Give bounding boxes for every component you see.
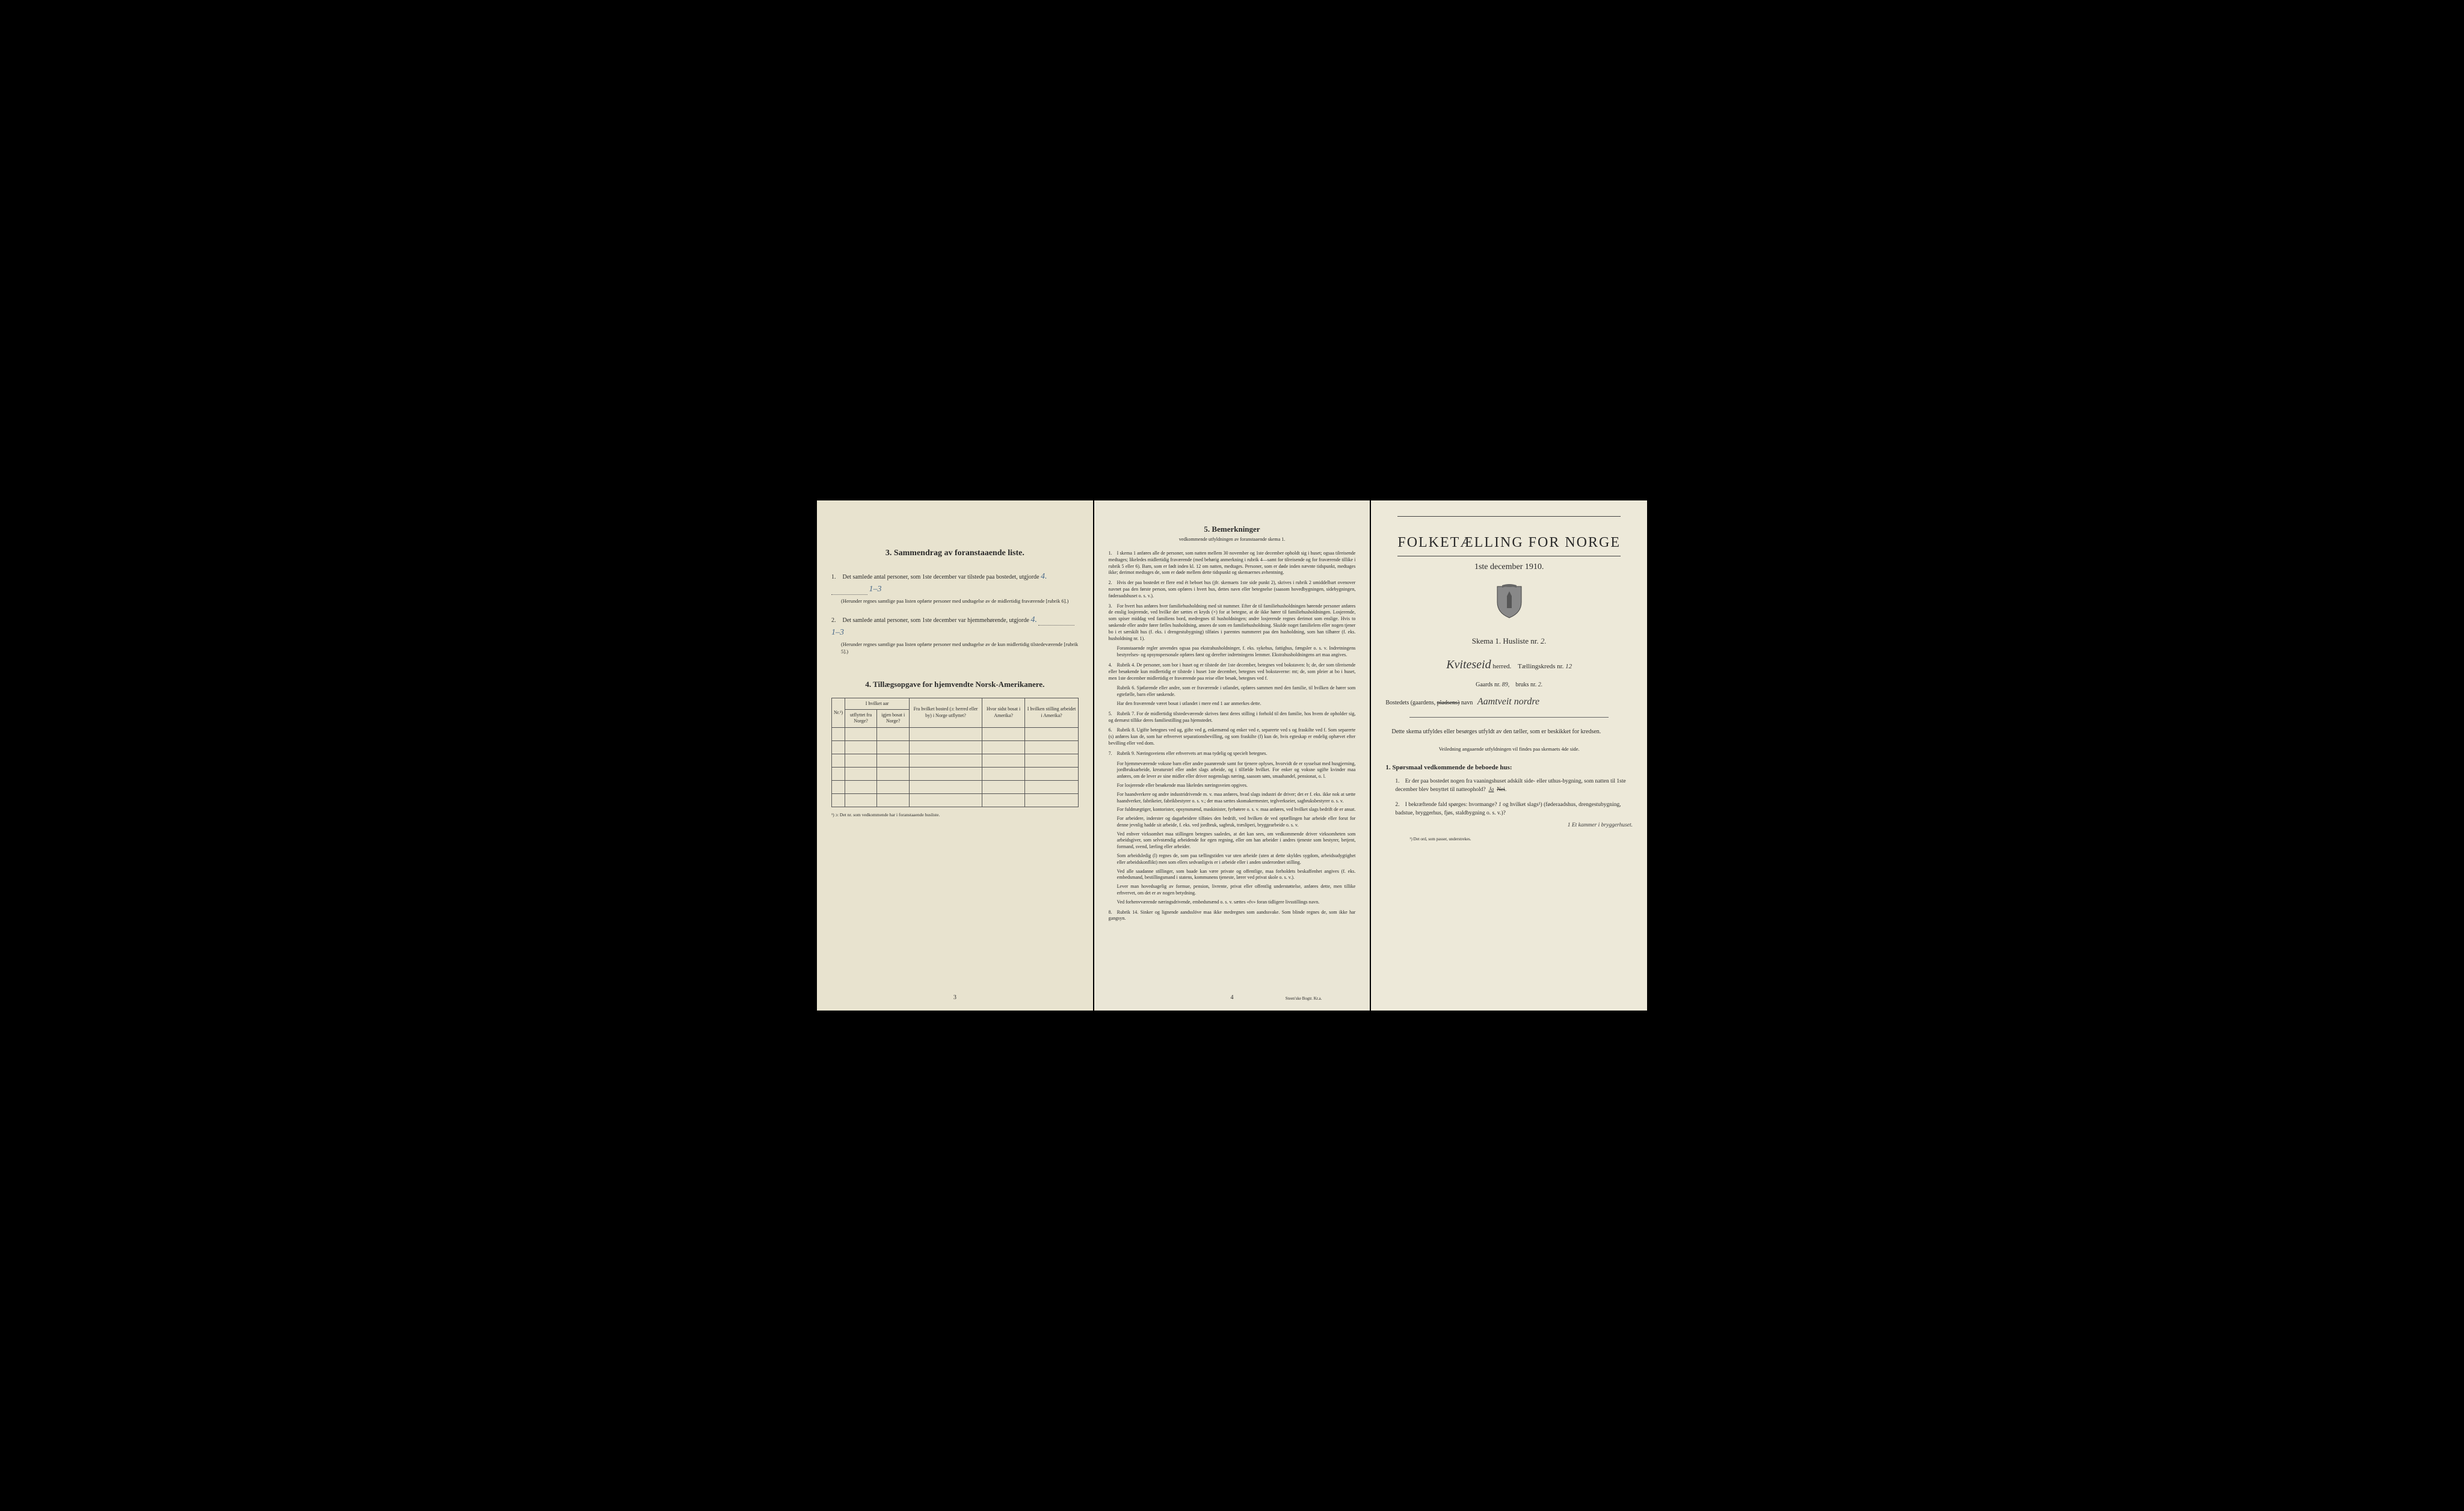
norwegian-american-table: Nr.¹) I hvilket aar Fra hvilket bosted (…	[831, 698, 1079, 807]
husliste-nr: 2.	[1541, 636, 1547, 645]
herred-name: Kviteseid	[1446, 658, 1491, 671]
col-nr: Nr.¹)	[832, 698, 845, 727]
bemerk-7e: For arbeidere, inderster og dagarbeidere…	[1117, 816, 1356, 829]
page-3: 3. Sammendrag av foranstaaende liste. 1.…	[817, 500, 1093, 1011]
section-4-title: 4. Tillægsopgave for hjemvendte Norsk-Am…	[831, 680, 1079, 689]
q1-nei-struck: Nei	[1497, 787, 1505, 793]
col-from: Fra hvilket bosted (ɔ: herred eller by) …	[910, 698, 982, 727]
bemerk-7: 7.Rubrik 9. Næringsveiens eller erhverve…	[1109, 751, 1356, 757]
bemerk-7i: Lever man hovedsagelig av formue, pensio…	[1117, 884, 1356, 897]
printer-mark: Steen'ske Bogtr. Kr.a.	[1286, 996, 1322, 1001]
question-header: 1. Spørsmaal vedkommende de beboede hus:	[1385, 764, 1633, 771]
bemerkninger-subtitle: vedkommende utfyldningen av foranstaaend…	[1109, 537, 1356, 542]
table-row	[832, 793, 1079, 807]
bemerk-3: 3.For hvert hus anføres hver familiehush…	[1109, 603, 1356, 642]
table-footnote: ¹) ɔ: Det nr. som vedkommende har i fora…	[831, 812, 1079, 817]
q2-count: 1	[1498, 802, 1502, 808]
table-row	[832, 767, 1079, 780]
col-year-back: igjen bosat i Norge?	[877, 710, 910, 728]
page-number: 4	[1231, 994, 1234, 1001]
census-document: 3. Sammendrag av foranstaaende liste. 1.…	[817, 500, 1647, 1011]
bemerk-1: 1.I skema 1 anføres alle de personer, so…	[1109, 550, 1356, 576]
item-num: 1.	[831, 573, 841, 582]
bemerk-7g: Som arbeidsledig (l) regnes de, som paa …	[1117, 853, 1356, 866]
herred-line: Kviteseid herred. Tællingskreds nr. 12	[1385, 658, 1633, 672]
question-1: 1. Er der paa bostedet nogen fra vaaning…	[1395, 777, 1633, 795]
instruction-sub: Veiledning angaaende utfyldningen vil fi…	[1385, 746, 1633, 752]
gaards-nr: 89,	[1502, 682, 1510, 688]
skema-line: Skema 1. Husliste nr. 2.	[1385, 636, 1633, 646]
table-row	[832, 740, 1079, 754]
item-1: 1. Det samlede antal personer, som 1ste …	[831, 570, 1079, 605]
bemerk-7b: For losjerende eller besøkende maa likel…	[1117, 783, 1356, 789]
page-4: 5. Bemerkninger vedkommende utfyldningen…	[1094, 500, 1370, 1011]
table-row	[832, 727, 1079, 740]
footnote: ¹) Det ord, som passer, understrekes.	[1409, 837, 1633, 842]
bemerk-7d: For fuldmægtiger, kontorister, opsynsmæn…	[1117, 807, 1356, 813]
bemerk-6: 6.Rubrik 8. Ugifte betegnes ved ug, gift…	[1109, 727, 1356, 746]
table-row	[832, 780, 1079, 793]
page-1-cover: FOLKETÆLLING FOR NORGE 1ste december 191…	[1371, 500, 1647, 1011]
question-2: 2. I bekræftende fald spørges: hvormange…	[1395, 801, 1633, 830]
q2-answer: 1 Et kammer i bryggerhuset.	[1568, 822, 1633, 828]
gaards-line: Gaards nr. 89, bruks nr. 2.	[1385, 682, 1633, 688]
bemerk-4: 4.Rubrik 4. De personer, som bor i huset…	[1109, 662, 1356, 682]
item-num: 2.	[831, 616, 841, 625]
rule	[1409, 717, 1609, 718]
instruction-text: Dette skema utfyldes eller besørges utfy…	[1391, 727, 1627, 736]
col-job: I hvilken stilling arbeidet i Amerika?	[1025, 698, 1078, 727]
bosted-line: Bostedets (gaardens, pladsens) navn Aamt…	[1385, 697, 1633, 707]
item-2: 2. Det samlede antal personer, som 1ste …	[831, 614, 1079, 656]
col-year-header: I hvilket aar	[845, 698, 910, 709]
census-date: 1ste december 1910.	[1385, 562, 1633, 572]
bemerk-8: 8.Rubrik 14. Sinker og lignende aandsslö…	[1109, 909, 1356, 923]
dotted-line	[831, 585, 867, 595]
item-2-note: (Herunder regnes samtlige paa listen opf…	[841, 641, 1079, 656]
table-row	[832, 754, 1079, 767]
item-1-text: Det samlede antal personer, som 1ste dec…	[843, 574, 1040, 580]
dotted-line	[1038, 616, 1074, 626]
item-1-count: 4.	[1041, 572, 1047, 581]
kreds-nr: 12	[1565, 663, 1572, 670]
item-2-count: 4.	[1030, 615, 1037, 624]
bemerk-4b: Rubrik 6. Sjøfarende eller andre, som er…	[1117, 685, 1356, 698]
main-title: FOLKETÆLLING FOR NORGE	[1385, 535, 1633, 551]
bemerk-2: 2.Hvis der paa bostedet er flere end ét …	[1109, 580, 1356, 599]
bemerk-7c: For haandverkere og andre industridriven…	[1117, 792, 1356, 805]
col-where: Hvor sidst bosat i Amerika?	[982, 698, 1025, 727]
page-number: 3	[953, 994, 956, 1001]
q1-answer-ja: Ja	[1488, 787, 1494, 793]
item-2-range: 1–3	[831, 628, 844, 637]
item-1-range: 1–3	[869, 585, 882, 594]
bemerk-5: 5.Rubrik 7. For de midlertidig tilstedev…	[1109, 711, 1356, 724]
item-2-text: Det samlede antal personer, som 1ste dec…	[843, 617, 1029, 624]
bemerkninger-title: 5. Bemerkninger	[1109, 525, 1356, 534]
coat-of-arms-icon	[1385, 584, 1633, 622]
bemerk-7a: For hjemmeværende voksne barn eller andr…	[1117, 761, 1356, 780]
bemerk-7f: Ved enhver virksomhet maa stillingen bet…	[1117, 831, 1356, 851]
col-year-out: utflyttet fra Norge?	[845, 710, 877, 728]
bosted-name: Aamtveit nordre	[1477, 697, 1539, 707]
section-3-title: 3. Sammendrag av foranstaaende liste.	[831, 549, 1079, 558]
bemerk-7j: Ved forhenvværende næringsdrivende, embe…	[1117, 899, 1356, 906]
bemerk-7h: Ved alle saadanne stillinger, som baade …	[1117, 869, 1356, 882]
bemerk-4c: Har den fraværende været bosat i utlande…	[1117, 701, 1356, 707]
bruks-nr: 2.	[1538, 682, 1543, 688]
bemerk-3b: Foranstaaende regler anvendes ogsaa paa …	[1117, 645, 1356, 659]
rule	[1397, 516, 1621, 517]
item-1-note: (Herunder regnes samtlige paa listen opf…	[841, 598, 1079, 605]
